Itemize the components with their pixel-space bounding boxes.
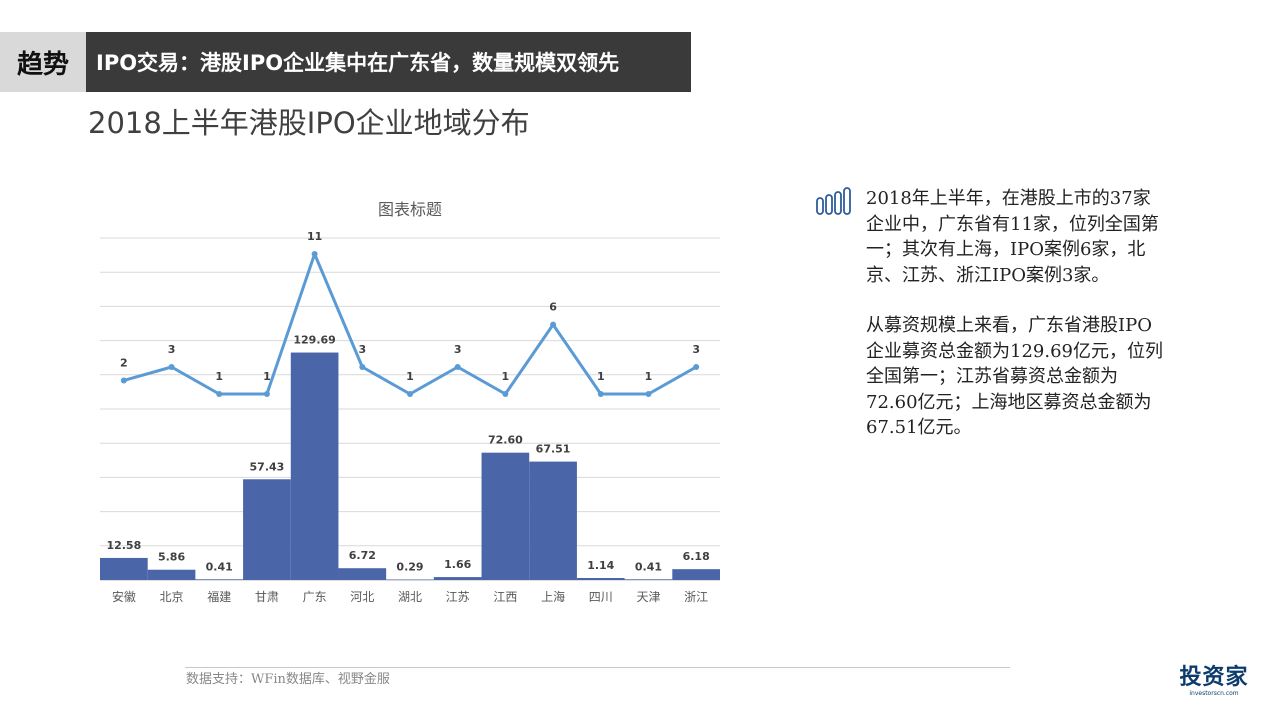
line-point: [216, 391, 223, 397]
bar: [481, 452, 530, 580]
bar-chart-icon: [816, 187, 851, 215]
bar-value-label: 6.18: [683, 550, 710, 563]
header-title: IPO交易：港股IPO企业集中在广东省，数量规模双领先: [96, 51, 620, 75]
bar-value-label: 12.58: [106, 539, 141, 552]
brand-name: 投资家: [1179, 665, 1249, 690]
line-value-label: 1: [645, 370, 653, 383]
x-tick-label: 北京: [160, 590, 184, 604]
x-tick-label: 江苏: [446, 590, 470, 604]
x-tick-label: 四川: [589, 590, 613, 604]
footer-divider: [185, 667, 1010, 668]
bar: [624, 579, 673, 580]
line-point: [454, 364, 461, 370]
line-point: [263, 391, 270, 397]
bar-value-label: 72.60: [488, 434, 523, 447]
x-tick-label: 安徽: [112, 589, 136, 604]
line-value-label: 3: [692, 343, 700, 356]
line-value-label: 6: [549, 301, 557, 314]
x-tick-label: 上海: [541, 589, 565, 604]
line-point: [120, 377, 127, 384]
summary-text: 2018年上半年，在港股上市的37家企业中，广东省有11家，位列全国第一；其次有…: [866, 186, 1166, 466]
brand-url: investorscn.com: [1189, 690, 1239, 697]
bar: [243, 479, 291, 580]
combo-chart: 图表标题 12.58 5.86 0.41 57.43 129.69 6.72 0.29 1.66…: [100, 200, 720, 604]
line-point: [168, 364, 175, 370]
line-value-label: 11: [307, 230, 322, 243]
line-value-label: 1: [215, 370, 223, 383]
x-tick-label: 浙江: [684, 590, 708, 604]
data-source: 数据支持：WFin数据库、视野金服: [186, 672, 390, 687]
bar: [290, 352, 339, 580]
line-value-label: 3: [454, 343, 462, 356]
x-tick-label: 湖北: [398, 589, 422, 604]
bar: [672, 569, 720, 580]
bar-value-label: 5.86: [158, 551, 185, 564]
line-point: [502, 391, 509, 397]
x-tick-label: 天津: [636, 590, 660, 604]
line-point: [311, 251, 318, 257]
line-point: [645, 391, 652, 397]
line-point: [550, 321, 557, 328]
line-value-label: 3: [168, 343, 176, 356]
line-point: [693, 364, 700, 370]
page-subtitle: 2018上半年港股IPO企业地域分布: [88, 106, 530, 140]
line-value-label: 1: [502, 370, 510, 383]
x-tick-label: 河北: [350, 590, 374, 604]
brand-logo: 投资家 investorscn.com: [1174, 665, 1254, 698]
bar-value-label: 67.51: [536, 443, 571, 456]
line-point: [407, 391, 413, 397]
bar: [195, 579, 244, 580]
line-point: [597, 391, 604, 397]
bar-value-label: 0.41: [206, 560, 233, 573]
header-bar: IPO交易：港股IPO企业集中在广东省，数量规模双领先: [86, 32, 691, 92]
bar: [100, 557, 148, 580]
bar-value-label: 57.43: [250, 460, 285, 473]
bar: [576, 578, 625, 580]
bar: [433, 577, 482, 580]
chart-title: 图表标题: [378, 200, 442, 219]
line-point: [359, 364, 366, 370]
bar: [386, 579, 434, 581]
line-value-label: 1: [263, 370, 271, 383]
x-tick-label: 甘肃: [255, 590, 279, 604]
summary-paragraph-2: 从募资规模上来看，广东省港股IPO企业募资总金额为129.69亿元，位列全国第一…: [866, 315, 1163, 438]
bar-value-label: 129.69: [293, 334, 335, 347]
x-tick-label: 广东: [303, 590, 327, 604]
bar: [338, 568, 387, 580]
section-tag: 趋势: [0, 32, 86, 92]
x-tick-label: 福建: [207, 589, 231, 604]
x-tick-label: 江西: [493, 590, 517, 604]
bar: [147, 569, 196, 580]
line-value-label: 1: [597, 370, 605, 383]
summary-paragraph-1: 2018年上半年，在港股上市的37家企业中，广东省有11家，位列全国第一；其次有…: [866, 188, 1159, 286]
bar: [529, 461, 577, 580]
line-value-label: 3: [358, 343, 366, 356]
line-value-label: 2: [120, 357, 128, 370]
bar-value-label: 1.66: [444, 558, 471, 571]
bar-value-label: 6.72: [349, 549, 376, 562]
bar-value-label: 1.14: [587, 559, 614, 572]
bar-value-label: 0.29: [396, 560, 423, 573]
line-value-label: 1: [406, 370, 414, 383]
bar-value-label: 0.41: [635, 560, 662, 573]
